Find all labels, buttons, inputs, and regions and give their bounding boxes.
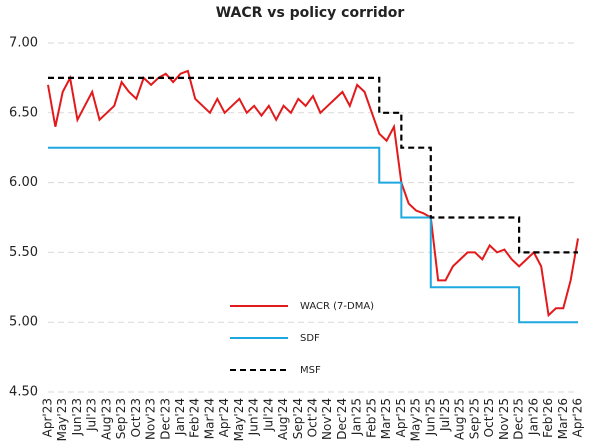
x-tick-label: Jul'25 bbox=[438, 398, 452, 432]
x-tick-label: Jan'24 bbox=[173, 398, 187, 436]
x-tick-label: Dec'24 bbox=[335, 398, 349, 440]
x-tick-label: Aug'23 bbox=[99, 398, 113, 440]
series-line bbox=[48, 146, 578, 324]
x-tick-label: Feb'25 bbox=[364, 398, 378, 438]
series-line bbox=[47, 69, 579, 318]
x-tick-label: Jun'24 bbox=[247, 398, 261, 436]
x-tick-label: May'24 bbox=[232, 398, 246, 441]
y-tick-label: 6.50 bbox=[9, 105, 38, 120]
x-tick-label: Mar'26 bbox=[556, 398, 570, 439]
x-tick-label: Apr'25 bbox=[394, 398, 408, 437]
legend-label: WACR (7-DMA) bbox=[300, 301, 374, 312]
x-tick-label: Jun'23 bbox=[70, 398, 84, 436]
x-tick-label: Oct'25 bbox=[482, 398, 496, 437]
series-line bbox=[48, 76, 578, 254]
x-tick-label: Feb'26 bbox=[541, 398, 555, 438]
x-tick-label: Sep'24 bbox=[291, 398, 305, 439]
x-tick-label: Dec'23 bbox=[158, 398, 172, 440]
x-tick-label: Nov'24 bbox=[320, 398, 334, 440]
x-tick-label: Sep'25 bbox=[467, 398, 481, 439]
legend-label: MSF bbox=[300, 365, 321, 376]
x-tick-label: Mar'24 bbox=[202, 398, 216, 439]
y-tick-label: 5.50 bbox=[9, 245, 38, 260]
x-tick-label: Sep'23 bbox=[114, 398, 128, 439]
x-tick-label: Jan'26 bbox=[526, 398, 540, 436]
x-tick-label: Jun'25 bbox=[423, 398, 437, 436]
x-tick-label: Nov'25 bbox=[497, 398, 511, 440]
x-tick-label: Aug'24 bbox=[276, 398, 290, 440]
y-tick-label: 6.00 bbox=[9, 175, 38, 190]
y-tick-label: 4.50 bbox=[9, 385, 38, 400]
x-tick-label: Feb'24 bbox=[188, 398, 202, 438]
x-tick-label: Mar'25 bbox=[379, 398, 393, 439]
x-tick-label: Dec'25 bbox=[512, 398, 526, 440]
y-tick-label: 7.00 bbox=[9, 36, 38, 51]
x-tick-label: May'23 bbox=[55, 398, 69, 441]
x-tick-label: Oct'23 bbox=[129, 398, 143, 437]
x-tick-label: Jul'23 bbox=[85, 398, 99, 432]
x-tick-label: Jan'25 bbox=[350, 398, 364, 436]
x-tick-label: Jul'24 bbox=[261, 398, 275, 432]
y-tick-label: 5.00 bbox=[9, 315, 38, 330]
legend-label: SDF bbox=[300, 333, 320, 344]
x-tick-label: Oct'24 bbox=[306, 398, 320, 437]
x-tick-label: Aug'25 bbox=[453, 398, 467, 440]
x-tick-label: Apr'24 bbox=[217, 398, 231, 437]
x-tick-label: Apr'23 bbox=[41, 398, 55, 437]
x-tick-label: Nov'23 bbox=[144, 398, 158, 440]
x-tick-label: Apr'26 bbox=[571, 398, 585, 437]
x-tick-label: May'25 bbox=[409, 398, 423, 441]
chart-title: WACR vs policy corridor bbox=[216, 5, 405, 21]
